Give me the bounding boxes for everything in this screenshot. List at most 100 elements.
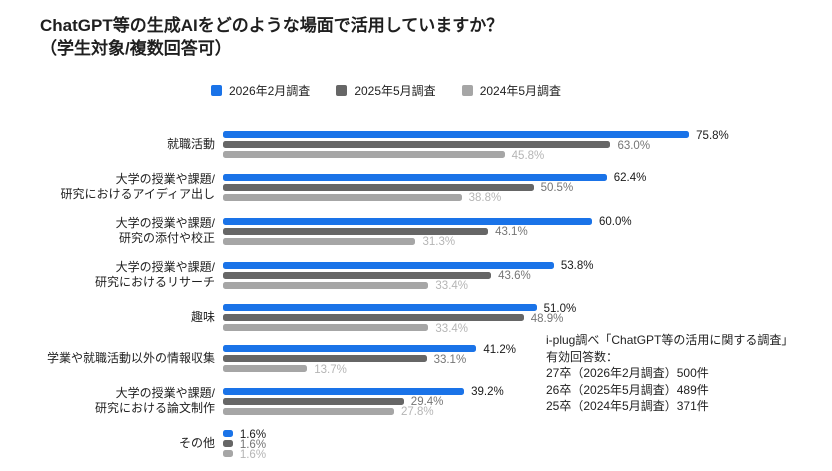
bar-value-label: 38.8% bbox=[468, 192, 502, 204]
bar-value-label: 39.2% bbox=[471, 386, 504, 398]
bar bbox=[223, 450, 233, 457]
chart-row: 大学の授業や課題/研究におけるリサーチ 53.8% 43.6% 33.4% bbox=[0, 260, 832, 292]
chart-title: ChatGPT等の生成AIをどのような場面で活用していますか？ （学生対象/複数… bbox=[40, 14, 503, 60]
bar-value-label: 13.7% bbox=[314, 363, 347, 376]
category-label: 就職活動 bbox=[166, 137, 215, 151]
bar-value-label: 62.4% bbox=[613, 172, 647, 184]
category-label: 大学の授業や課題/研究における論文制作 bbox=[94, 386, 215, 415]
legend-label: 2026年2月調査 bbox=[228, 84, 311, 98]
bar-line: 33.4% bbox=[223, 323, 832, 335]
legend-item-2025: 2025年5月調査 bbox=[336, 82, 436, 99]
bar-group: 53.8% 43.6% 33.4% bbox=[223, 260, 832, 292]
bar bbox=[223, 365, 308, 372]
bar-line: 31.3% bbox=[223, 236, 832, 248]
bar-chart: 就職活動 75.8% 63.0% 45.8% 大学の授業や課題/研究におけるアイディア出… bbox=[0, 130, 832, 471]
bar-group: 1.6% 1.6% 1.6% bbox=[223, 429, 832, 461]
bar bbox=[223, 397, 404, 405]
chart-row: 大学の授業や課題/研究の添付や校正 60.0% 43.1% 31.3% bbox=[0, 216, 832, 248]
category-label: 大学の授業や課題/研究におけるリサーチ bbox=[94, 260, 215, 289]
bar-group: 41.2% 33.1% 13.7% bbox=[223, 344, 832, 376]
bar-line: 13.7% bbox=[223, 364, 832, 376]
bar-value-label: 53.8% bbox=[560, 260, 594, 272]
bar-value-label: 43.6% bbox=[498, 270, 531, 282]
bar bbox=[223, 314, 524, 321]
bar-line: 1.6% bbox=[223, 439, 832, 451]
bar-line: 29.4% bbox=[223, 396, 832, 408]
bar-line: 51.0% bbox=[223, 303, 832, 315]
bar-value-label: 63.0% bbox=[617, 139, 651, 152]
bar bbox=[223, 217, 592, 225]
category-label: 大学の授業や課題/研究におけるアイディア出し bbox=[60, 172, 215, 201]
category-label: その他 bbox=[178, 436, 215, 450]
chart-title-line1: ChatGPT等の生成AIをどのような場面で活用していますか？ bbox=[40, 16, 504, 35]
chart-legend: 2026年2月調査 2025年5月調査 2024年5月調査 bbox=[0, 82, 772, 99]
legend-swatch-lightgray-icon bbox=[461, 85, 473, 96]
bar bbox=[223, 324, 429, 331]
bar-line: 41.2% bbox=[223, 344, 832, 356]
bar-group: 75.8% 63.0% 45.8% bbox=[223, 130, 832, 162]
bar bbox=[223, 183, 534, 191]
bar bbox=[223, 131, 690, 138]
bar-line: 62.4% bbox=[223, 172, 832, 184]
bar-value-label: 45.8% bbox=[511, 149, 545, 162]
bar bbox=[223, 173, 607, 181]
bar-line: 48.9% bbox=[223, 313, 832, 325]
bar-value-label: 29.4% bbox=[410, 396, 444, 408]
legend-label: 2024年5月調査 bbox=[479, 84, 562, 98]
bar-value-label: 1.6% bbox=[239, 448, 267, 461]
bar-chart-rows: 就職活動 75.8% 63.0% 45.8% 大学の授業や課題/研究におけるアイディア出… bbox=[0, 130, 832, 461]
bar-line: 39.2% bbox=[223, 386, 832, 398]
category-label: 大学の授業や課題/研究の添付や校正 bbox=[115, 216, 215, 245]
bar bbox=[223, 345, 477, 352]
bar bbox=[223, 304, 537, 311]
bar-value-label: 48.9% bbox=[530, 312, 564, 325]
bar bbox=[223, 440, 233, 447]
bar-value-label: 50.5% bbox=[540, 182, 574, 194]
bar bbox=[223, 407, 394, 415]
bar-line: 50.5% bbox=[223, 182, 832, 194]
bar-group: 51.0% 48.9% 33.4% bbox=[223, 303, 832, 335]
legend-item-2026: 2026年2月調査 bbox=[210, 82, 311, 99]
legend-swatch-blue-icon bbox=[210, 85, 222, 96]
bar-line: 1.6% bbox=[223, 429, 832, 441]
bar bbox=[223, 151, 505, 158]
bar bbox=[223, 237, 416, 245]
bar bbox=[223, 193, 462, 201]
bar-line: 27.8% bbox=[223, 406, 832, 418]
bar-group: 39.2% 29.4% 27.8% bbox=[223, 386, 832, 418]
bar-line: 53.8% bbox=[223, 260, 832, 272]
bar-value-label: 33.1% bbox=[433, 353, 467, 366]
bar-value-label: 33.4% bbox=[435, 280, 469, 292]
annotation-line: 有効回答数： bbox=[546, 349, 619, 364]
annotation-line: 25卒（2024年5月調査）371件 bbox=[546, 399, 709, 413]
annotation-line: 27卒（2026年2月調査）500件 bbox=[546, 366, 709, 380]
annotation-line: 26卒（2025年5月調査）489件 bbox=[546, 382, 709, 397]
bar-value-label: 51.0% bbox=[543, 302, 577, 315]
category-label: 学業や就職活動以外の情報収集 bbox=[46, 351, 215, 365]
bar bbox=[223, 355, 427, 362]
bar-line: 43.6% bbox=[223, 270, 832, 282]
bar-line: 45.8% bbox=[223, 150, 832, 162]
bar-line: 43.1% bbox=[223, 226, 832, 238]
bar bbox=[223, 141, 611, 148]
bar-value-label: 1.6% bbox=[239, 438, 267, 451]
bar-line: 1.6% bbox=[223, 449, 832, 461]
chart-row: 大学の授業や課題/研究における論文制作 39.2% 29.4% 27.8% bbox=[0, 386, 832, 418]
bar bbox=[223, 387, 465, 395]
bar bbox=[223, 261, 554, 269]
bar-line: 33.4% bbox=[223, 280, 832, 292]
bar-line: 75.8% bbox=[223, 130, 832, 142]
bar-value-label: 41.2% bbox=[483, 343, 516, 356]
legend-item-2024: 2024年5月調査 bbox=[461, 82, 562, 99]
bar-group: 62.4% 50.5% 38.8% bbox=[223, 172, 832, 204]
chart-row: 就職活動 75.8% 63.0% 45.8% bbox=[0, 130, 832, 162]
bar bbox=[223, 271, 492, 279]
bar-line: 60.0% bbox=[223, 216, 832, 228]
bar bbox=[223, 227, 489, 235]
chart-row: 学業や就職活動以外の情報収集 41.2% 33.1% 13.7% bbox=[0, 344, 832, 376]
bar-line: 33.1% bbox=[223, 354, 832, 366]
source-annotation: i-plug調べ「ChatGPT等の活用に関する調査」 有効回答数： 27卒（2… bbox=[546, 332, 793, 415]
legend-label: 2025年5月調査 bbox=[354, 84, 436, 98]
bar bbox=[223, 430, 233, 437]
bar-group: 60.0% 43.1% 31.3% bbox=[223, 216, 832, 248]
